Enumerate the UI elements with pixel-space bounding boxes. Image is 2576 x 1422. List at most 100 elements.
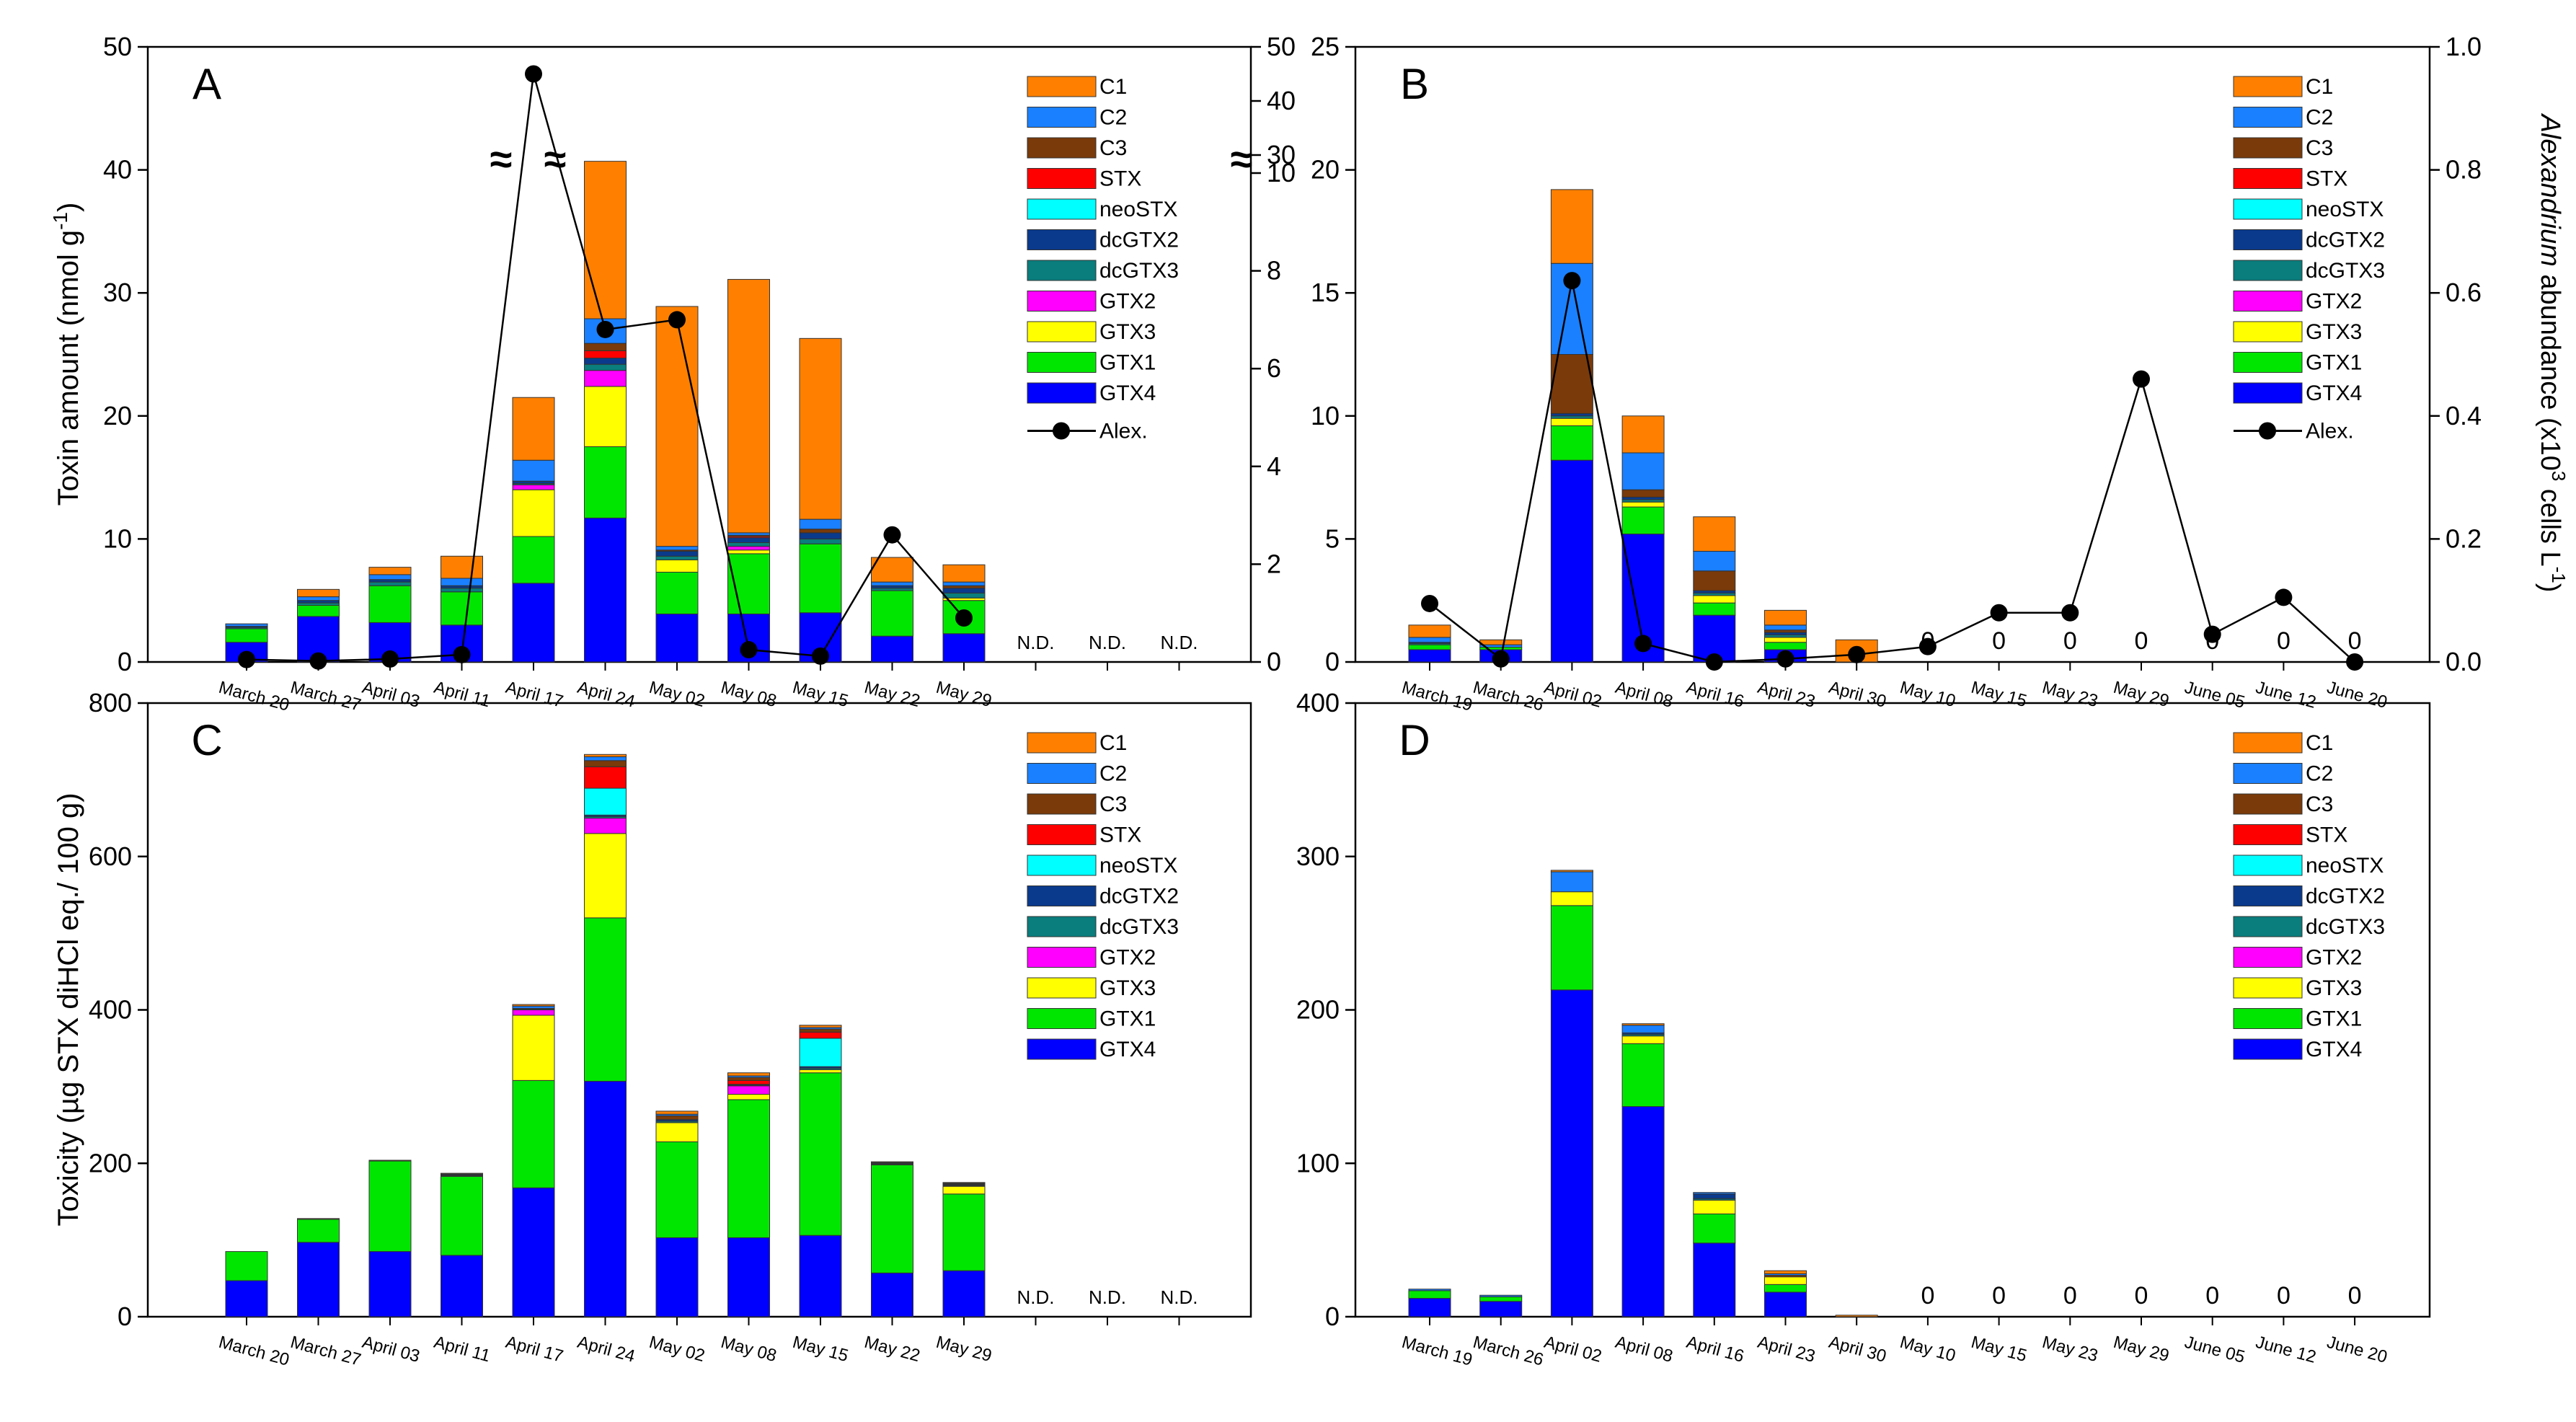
alex-point bbox=[2203, 625, 2221, 643]
alex-point bbox=[525, 65, 542, 83]
bar-C1-7 bbox=[655, 1110, 699, 1115]
plot-frame bbox=[146, 45, 1252, 663]
legend-swatch bbox=[2233, 824, 2303, 845]
bar-GTX1-11 bbox=[942, 1193, 986, 1271]
legend-label: dcGTX3 bbox=[1099, 259, 1179, 283]
legend-label: STX bbox=[1099, 167, 1141, 191]
bar-C2-1 bbox=[1408, 637, 1451, 643]
bar-C3-7 bbox=[655, 1115, 699, 1121]
legend-swatch bbox=[1027, 1008, 1097, 1029]
y2-tick-label: 0.0 bbox=[2446, 647, 2482, 676]
bar-GTX2-5 bbox=[512, 484, 555, 490]
legend-label: STX bbox=[2306, 167, 2347, 191]
axis-break-icon: ≈ bbox=[544, 136, 567, 182]
alex-point bbox=[1634, 635, 1652, 653]
legend-swatch bbox=[1027, 854, 1097, 876]
bar-GTX1-2 bbox=[1479, 1296, 1523, 1302]
legend-label: C3 bbox=[2306, 136, 2333, 160]
zero-label: 0 bbox=[2205, 1282, 2219, 1310]
legend-swatch bbox=[1027, 168, 1097, 189]
x-category-label: May 08 bbox=[719, 678, 779, 711]
bar-C1-8 bbox=[727, 278, 770, 534]
bar-C1-1 bbox=[1408, 624, 1451, 638]
y-tick-label: 0 bbox=[1325, 1302, 1340, 1331]
x-category-label: April 02 bbox=[1542, 1333, 1604, 1366]
bar-GTX1-5 bbox=[512, 1079, 555, 1188]
bar-GTX1-7 bbox=[655, 571, 699, 614]
panel-letter: C bbox=[191, 716, 222, 764]
legend-label: C1 bbox=[2306, 75, 2333, 99]
legend-swatch bbox=[2233, 260, 2303, 281]
bar-GTX3-6 bbox=[584, 833, 627, 919]
bar-dcGTX2-5 bbox=[1693, 590, 1736, 593]
bar-GTX1-2 bbox=[297, 605, 340, 617]
bar-dcGTX3-3 bbox=[368, 581, 412, 586]
bar-dcGTX3-6 bbox=[584, 363, 627, 371]
x-category-label: April 02 bbox=[1542, 678, 1604, 712]
y-tick-label: 20 bbox=[103, 401, 132, 430]
y-tick-label: 600 bbox=[89, 842, 132, 871]
x-category-label: April 23 bbox=[1756, 678, 1818, 712]
legend-label: C2 bbox=[1099, 106, 1127, 130]
legend-swatch bbox=[2233, 916, 2303, 937]
bar-dcGTX2-8 bbox=[727, 537, 770, 544]
bar-GTX3-5 bbox=[512, 1015, 555, 1081]
alex-point bbox=[2275, 588, 2293, 606]
bar-C1-4 bbox=[1621, 415, 1665, 454]
axis-break-icon: ≈ bbox=[490, 136, 513, 182]
legend-label: GTX3 bbox=[2306, 320, 2362, 344]
bar-C1-7 bbox=[1835, 1315, 1878, 1317]
bar-dcGTX3-8 bbox=[727, 542, 770, 547]
legend-swatch bbox=[1027, 76, 1097, 97]
y2-axis-title-part: -1 bbox=[2548, 567, 2570, 583]
bar-dcGTX2-5 bbox=[512, 480, 555, 485]
bar-GTX1-9 bbox=[799, 1072, 842, 1236]
legend-label: Alex. bbox=[1099, 420, 1148, 443]
bar-C2-5 bbox=[1693, 1192, 1736, 1195]
bar-GTX1-4 bbox=[441, 1175, 483, 1256]
legend-label: GTX4 bbox=[2306, 1038, 2362, 1061]
legend-swatch bbox=[1027, 137, 1097, 159]
bar-GTX2-8 bbox=[727, 1085, 770, 1095]
nd-label: N.D. bbox=[1161, 632, 1198, 653]
legend-swatch bbox=[2233, 793, 2303, 815]
legend-swatch bbox=[2233, 76, 2303, 97]
x-category-label: May 08 bbox=[719, 1333, 779, 1366]
x-category-label: May 10 bbox=[1898, 1333, 1957, 1366]
bar-STX-9 bbox=[799, 1031, 842, 1039]
nd-label: N.D. bbox=[1017, 1286, 1055, 1308]
x-category-label: April 16 bbox=[1684, 678, 1746, 712]
bar-dcGTX3-11 bbox=[942, 592, 986, 599]
alex-point bbox=[596, 320, 614, 338]
bar-C1-6 bbox=[1764, 1270, 1807, 1274]
nd-label: N.D. bbox=[1089, 1286, 1126, 1308]
y2-tick-label: 0.6 bbox=[2446, 278, 2482, 307]
x-category-label: March 20 bbox=[216, 678, 291, 715]
bar-dcGTX3-7 bbox=[655, 555, 699, 560]
y-tick-label: 800 bbox=[89, 688, 132, 717]
legend-label: dcGTX2 bbox=[2306, 229, 2385, 252]
legend-label: GTX2 bbox=[1099, 946, 1156, 970]
bar-C3-11 bbox=[942, 585, 986, 589]
legend-swatch bbox=[1027, 352, 1097, 373]
legend-label: neoSTX bbox=[1099, 854, 1177, 878]
y2-axis-title-part: cells L bbox=[2535, 481, 2565, 566]
x-category-label: March 27 bbox=[288, 678, 363, 715]
bar-STX-8 bbox=[727, 1079, 770, 1085]
legend-label: STX bbox=[1099, 823, 1141, 847]
legend-label: Alex. bbox=[2306, 420, 2354, 443]
legend-swatch bbox=[1027, 291, 1097, 312]
bar-GTX3-6 bbox=[584, 386, 627, 447]
x-category-label: April 24 bbox=[575, 678, 637, 712]
bar-GTX4-7 bbox=[655, 613, 699, 663]
bar-C2-1 bbox=[1408, 1289, 1451, 1291]
y2-axis-title-part: abundance (x10 bbox=[2535, 267, 2565, 471]
bar-GTX4-11 bbox=[942, 1270, 986, 1317]
zero-label: 0 bbox=[2277, 1282, 2290, 1310]
y2-tick-label: 40 bbox=[1267, 86, 1296, 115]
bar-dcGTX3-5 bbox=[1693, 592, 1736, 596]
x-category-label: March 20 bbox=[216, 1333, 291, 1370]
